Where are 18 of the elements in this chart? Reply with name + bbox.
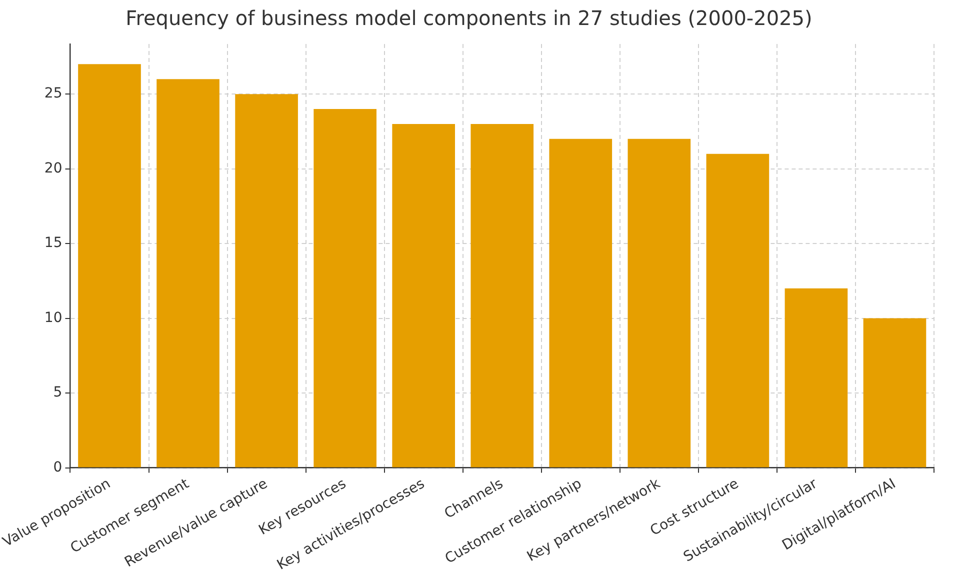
- bar: [314, 109, 376, 468]
- y-tick-label: 25: [44, 86, 62, 102]
- y-tick-label: 0: [53, 459, 62, 476]
- bar: [235, 94, 298, 468]
- bar: [156, 79, 220, 468]
- bar: [706, 154, 770, 468]
- bar: [470, 124, 534, 468]
- y-tick-label: 5: [53, 384, 62, 401]
- y-tick-label: 10: [44, 310, 62, 326]
- bar: [392, 124, 456, 468]
- chart-title: Frequency of business model components in 27 studies (2000-2025): [126, 6, 812, 30]
- y-tick-label: 15: [44, 235, 62, 252]
- bar: [78, 64, 141, 468]
- bar: [628, 138, 691, 468]
- bar: [549, 138, 612, 468]
- y-tick-label: 20: [44, 160, 62, 176]
- bar: [863, 318, 926, 468]
- bar: [784, 288, 848, 468]
